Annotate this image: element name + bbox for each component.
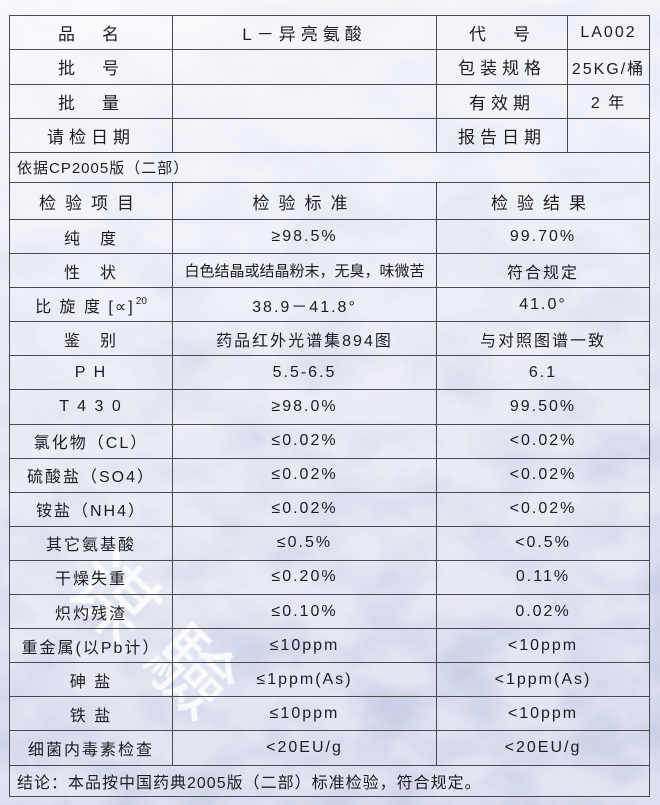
info-label: 请检日期 [10, 118, 173, 153]
test-standard-cell: 5.5-6.5 [173, 356, 437, 391]
test-result-cell: <10ppm [437, 629, 650, 664]
test-standard-cell: <20EU/g [173, 731, 437, 766]
test-result-cell: 0.02% [437, 595, 650, 630]
info-value-right [568, 118, 650, 153]
test-item-cell: 纯 度 [10, 220, 173, 255]
test-standard-cell: ≤0.10% [173, 595, 437, 630]
results-grid: 检验项目 检验标准 检验结果纯 度 ≥98.5% 99.70% 性 状白色结晶或结晶粉末，… [10, 183, 650, 766]
test-standard-cell: 药品红外光谱集894图 [173, 322, 437, 357]
test-standard-cell: ≤0.02% [173, 424, 437, 459]
test-item-cell: 重金属(以Pb计） [10, 629, 173, 664]
conclusion-row: 结论：本品按中国药典2005版（二部）标准检验，符合规定。 [10, 765, 650, 797]
test-result-cell: 99.50% [437, 390, 650, 425]
info-label-right: 代 号 [437, 16, 568, 51]
test-standard-cell: ≤1ppm(As) [173, 663, 437, 698]
test-result-cell: <0.02% [437, 424, 650, 459]
test-item-cell: 干燥失重 [10, 560, 173, 596]
test-standard-cell: ≤10ppm [173, 697, 437, 732]
test-result-cell: 41.0° [437, 288, 650, 323]
info-value: L－异亮氨酸 [173, 16, 437, 51]
test-standard-cell: ≥98.0% [173, 390, 437, 425]
test-result-cell: 0.11% [437, 560, 650, 596]
test-item-cell: 鉴 别 [10, 322, 173, 357]
test-standard-cell: ≤10ppm [173, 629, 437, 664]
test-item-cell: 砷 盐 [10, 663, 173, 698]
test-result-cell: <0.5% [437, 526, 650, 561]
results-column-header: 检验标准 [173, 183, 437, 220]
info-value [173, 50, 437, 85]
test-standard-cell: ≤0.02% [173, 492, 437, 527]
info-value-right: LA002 [568, 16, 650, 51]
results-column-header: 检验项目 [10, 183, 173, 220]
test-result-cell: <1ppm(As) [437, 663, 650, 698]
info-label-right: 报告日期 [437, 118, 568, 153]
test-result-cell: 与对照图谱一致 [437, 322, 650, 357]
info-value-right: 2 年 [568, 84, 650, 119]
test-result-cell: <10ppm [437, 697, 650, 732]
test-item-cell: 细菌内毒素检查 [10, 731, 173, 766]
certificate-table: 品 名 L－异亮氨酸代 号 LA002 批 号 包装规格 25KG/桶批 量 有效期 2 年请… [9, 15, 650, 797]
test-item-cell: 铁 盐 [10, 697, 173, 732]
info-grid: 品 名 L－异亮氨酸代 号 LA002 批 号 包装规格 25KG/桶批 量 有效期 2 年请… [10, 16, 650, 153]
test-item-cell: 炽灼残渣 [10, 595, 173, 630]
test-result-cell: <20EU/g [437, 731, 650, 766]
test-standard-cell: 38.9－41.8° [173, 288, 437, 323]
info-value [173, 84, 437, 119]
info-value [173, 118, 437, 153]
test-result-cell: <0.02% [437, 492, 650, 527]
test-item-cell: P H [10, 356, 173, 391]
info-label: 品 名 [10, 16, 173, 51]
info-label: 批 量 [10, 84, 173, 119]
test-result-cell: 6.1 [437, 356, 650, 391]
test-item-cell: 其它氨基酸 [10, 526, 173, 561]
basis-note: 依据CP2005版（二部） [10, 153, 650, 183]
test-item-cell: 比 旋 度 [∝] 20 [10, 288, 173, 323]
test-result-cell: 99.70% [437, 220, 650, 255]
info-value-right: 25KG/桶 [568, 50, 650, 85]
test-standard-cell: ≥98.5% [173, 220, 437, 255]
test-item-cell: T 4 3 0 [10, 390, 173, 425]
info-label-right: 包装规格 [437, 50, 568, 85]
info-label: 批 号 [10, 50, 173, 85]
test-result-cell: 符合规定 [437, 254, 650, 289]
info-label-right: 有效期 [437, 84, 568, 119]
test-result-cell: <0.02% [437, 458, 650, 493]
superscript: 20 [135, 296, 147, 308]
test-standard-cell: ≤0.5% [173, 526, 437, 561]
test-standard-cell: ≤0.02% [173, 458, 437, 493]
test-standard-cell: 白色结晶或结晶粉末，无臭，味微苦 [173, 254, 437, 289]
test-standard-cell: ≤0.20% [173, 560, 437, 596]
test-item-cell: 硫酸盐（SO4） [10, 458, 173, 493]
test-item-cell: 氯化物（CL） [10, 424, 173, 459]
results-column-header: 检验结果 [437, 183, 650, 220]
test-item-cell: 性 状 [10, 254, 173, 289]
test-item-cell: 铵盐（NH4） [10, 492, 173, 527]
